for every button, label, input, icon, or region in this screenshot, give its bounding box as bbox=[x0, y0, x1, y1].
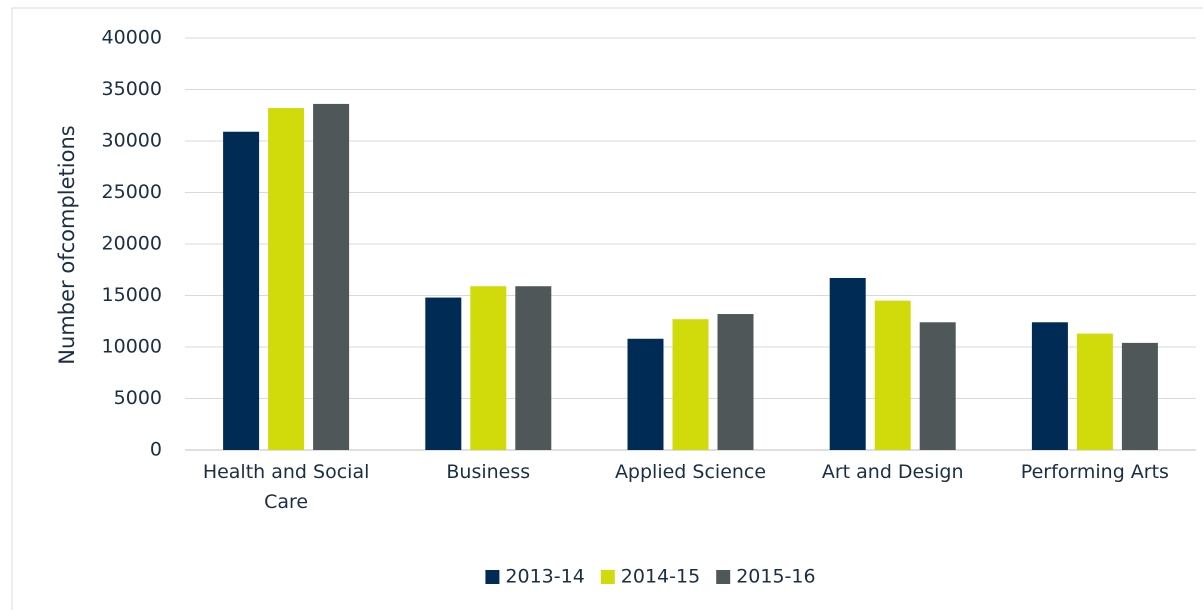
legend-label: 2015-16 bbox=[736, 566, 815, 588]
y-tick-label: 40000 bbox=[102, 27, 162, 49]
bar bbox=[313, 103, 350, 451]
legend-swatch bbox=[716, 570, 731, 584]
bar bbox=[515, 286, 552, 450]
legend-swatch bbox=[600, 570, 615, 584]
bar bbox=[1076, 333, 1113, 450]
legend-swatch bbox=[485, 570, 500, 584]
x-tick-label: Art and Design bbox=[821, 461, 964, 483]
y-tick-label: 0 bbox=[150, 439, 162, 461]
bar bbox=[470, 286, 507, 450]
y-tick-label: 5000 bbox=[114, 387, 162, 409]
x-tick-label-box: Applied Science bbox=[614, 461, 767, 483]
bar bbox=[919, 322, 956, 450]
x-tick-label-box: Performing Arts bbox=[1020, 461, 1169, 483]
y-axis-title: Number ofcompletions bbox=[55, 125, 79, 364]
legend-label: 2014-15 bbox=[621, 566, 700, 588]
y-tick-label: 20000 bbox=[102, 233, 162, 255]
bar bbox=[672, 319, 709, 450]
y-tick-label: 25000 bbox=[102, 181, 162, 203]
chart-frame bbox=[11, 7, 1203, 610]
bar bbox=[627, 338, 664, 450]
y-tick-label: 30000 bbox=[102, 130, 162, 152]
bar bbox=[425, 297, 462, 450]
bar bbox=[874, 300, 911, 450]
y-tick-label: 15000 bbox=[102, 284, 162, 306]
y-tick-label: 35000 bbox=[102, 78, 162, 100]
bar bbox=[829, 277, 866, 450]
y-tick-label: 10000 bbox=[102, 336, 162, 358]
bar bbox=[268, 108, 305, 450]
x-tick-label: Performing Arts bbox=[1020, 461, 1169, 483]
x-tick-label: Applied Science bbox=[614, 461, 767, 483]
legend-label: 2013-14 bbox=[505, 566, 584, 588]
bar bbox=[717, 314, 754, 450]
bar bbox=[223, 131, 260, 451]
bar bbox=[1121, 342, 1158, 450]
x-tick-label-box: Art and Design bbox=[821, 461, 964, 483]
x-tick-label-box: Business bbox=[446, 461, 531, 483]
x-tick-label-box: Health and Social Care bbox=[202, 461, 370, 513]
x-tick-label: Health and Social Care bbox=[202, 461, 370, 513]
x-tick-label: Business bbox=[446, 461, 531, 483]
bar bbox=[1031, 322, 1068, 450]
